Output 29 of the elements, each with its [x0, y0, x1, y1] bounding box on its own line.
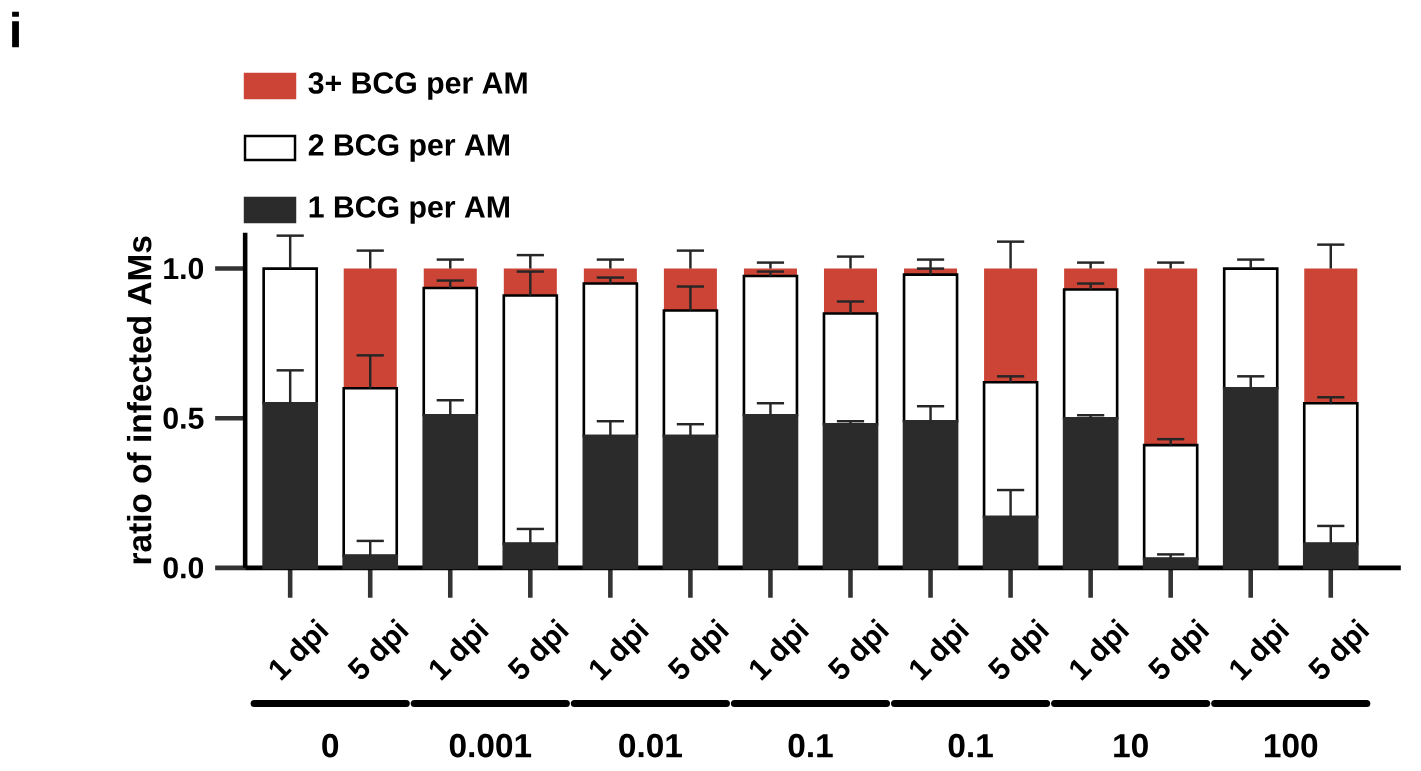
- x-tick-label: 1 dpi: [589, 618, 650, 681]
- text: 100: [1264, 733, 1318, 758]
- x-tick-label: 1 dpi: [910, 618, 970, 681]
- x-tick-label: 1 dpi: [429, 618, 489, 681]
- y-tick-label: 0.0: [163, 557, 204, 579]
- text: 0.1: [788, 733, 833, 758]
- x-tick-label: 5 dpi: [1308, 618, 1370, 680]
- x-tick-label: 5 dpi: [827, 618, 890, 680]
- x-tick-label: 5 dpi: [347, 618, 409, 680]
- x-tick-label: 1 dpi: [1230, 618, 1290, 681]
- text: i: [12, 11, 19, 48]
- x-tick-label: 1 dpi: [269, 618, 329, 681]
- text: 0: [322, 733, 339, 758]
- y-tick-label: 1.0: [164, 257, 204, 280]
- x-tick-label: 5 dpi: [1147, 618, 1210, 680]
- y-tick-label: 0.5: [163, 407, 204, 429]
- legend-label: 3+ BCG per AM: [308, 72, 527, 100]
- text: 0.01: [619, 733, 682, 758]
- x-tick-label: 1 dpi: [749, 618, 810, 681]
- legend-label: 1 BCG per AM: [309, 196, 509, 224]
- text: 0.1: [948, 733, 993, 758]
- x-tick-label: 5 dpi: [667, 618, 730, 680]
- y-axis-title: ratio of infected AMs: [126, 236, 152, 564]
- x-tick-label: 5 dpi: [987, 618, 1050, 680]
- legend-label: 2 BCG per AM: [308, 134, 509, 162]
- text: 10: [1114, 733, 1148, 758]
- x-tick-label: 5 dpi: [507, 618, 570, 680]
- x-tick-label: 1 dpi: [1070, 618, 1130, 681]
- text: 0.001: [449, 733, 532, 758]
